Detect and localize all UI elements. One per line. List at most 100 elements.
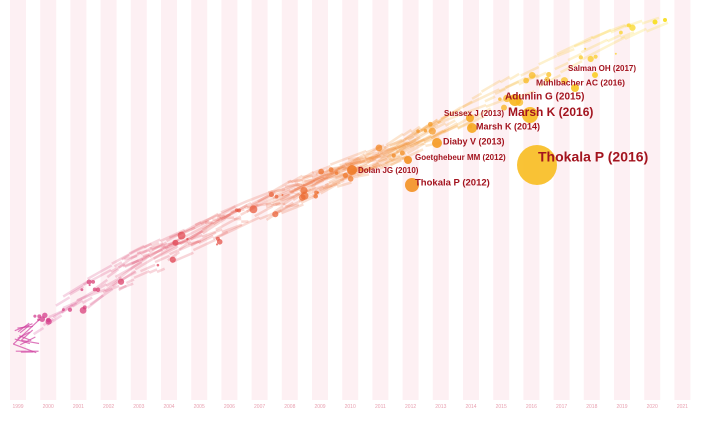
link (409, 142, 426, 148)
link (111, 269, 136, 288)
year-label: 2009 (314, 404, 325, 410)
link (282, 198, 292, 206)
link (135, 238, 161, 252)
link (436, 113, 449, 124)
year-stripe (463, 0, 479, 400)
node (79, 306, 87, 314)
link (574, 35, 594, 47)
node (587, 55, 594, 63)
link (156, 267, 166, 274)
link (21, 329, 34, 341)
link (124, 254, 138, 261)
link (290, 174, 304, 184)
node (92, 287, 97, 292)
link (554, 61, 569, 71)
year-label: 1999 (12, 404, 23, 410)
link (122, 257, 144, 268)
link (214, 226, 238, 240)
link (379, 159, 402, 170)
link (440, 122, 458, 134)
link (339, 161, 354, 167)
key-node (347, 165, 357, 175)
link (319, 172, 328, 178)
link (254, 205, 274, 218)
link (473, 107, 492, 120)
link (335, 159, 360, 173)
link (380, 141, 408, 159)
link (329, 156, 349, 166)
node (314, 190, 319, 195)
link (314, 173, 327, 181)
node (88, 284, 91, 287)
link (201, 215, 228, 231)
link (417, 124, 429, 134)
node (117, 278, 125, 285)
node-label: Diaby V (2013) (443, 136, 505, 146)
link (134, 254, 159, 271)
link (352, 157, 367, 163)
link (383, 138, 403, 150)
link (142, 248, 164, 258)
link (365, 155, 374, 161)
link (149, 244, 163, 250)
node (172, 239, 179, 246)
link (389, 132, 415, 150)
year-label: 2006 (224, 404, 235, 410)
node (91, 280, 96, 284)
key-node (592, 72, 598, 78)
year-label: 2001 (73, 404, 84, 410)
link (236, 216, 260, 230)
link (556, 44, 576, 56)
year-label: 2004 (163, 404, 174, 410)
link (169, 246, 185, 256)
link (310, 174, 330, 189)
link (136, 249, 151, 255)
node (37, 318, 40, 322)
link (106, 268, 120, 279)
link (162, 240, 183, 250)
link (362, 162, 380, 173)
key-node (509, 94, 521, 106)
node (33, 314, 37, 318)
link (117, 258, 131, 269)
link (290, 192, 300, 201)
link (371, 157, 388, 168)
link (535, 71, 547, 79)
link (304, 178, 313, 183)
link (394, 141, 411, 150)
link (360, 163, 383, 174)
node (416, 129, 420, 133)
link (148, 268, 158, 274)
node (528, 71, 536, 79)
node-label: Marsh K (2014) (476, 121, 540, 131)
node (652, 19, 658, 25)
link (178, 240, 192, 251)
link (280, 203, 304, 215)
link (556, 47, 575, 58)
node (177, 231, 186, 240)
link (435, 121, 447, 130)
link (409, 138, 425, 146)
link (136, 244, 145, 251)
link (198, 234, 214, 245)
link (479, 88, 500, 100)
link (484, 95, 496, 103)
link (344, 159, 353, 166)
year-label: 2016 (526, 404, 537, 410)
link (139, 263, 156, 273)
link (293, 182, 317, 191)
node-label: Sussex J (2013) (444, 109, 504, 118)
year-stripe (432, 0, 449, 400)
link (308, 185, 324, 192)
link (118, 282, 134, 290)
link (440, 108, 461, 120)
key-node (466, 114, 474, 122)
year-label: 2005 (194, 404, 205, 410)
link (371, 146, 397, 161)
link (404, 135, 432, 150)
link (318, 174, 336, 181)
year-label: 2000 (43, 404, 54, 410)
node (375, 144, 383, 152)
year-stripe (583, 0, 600, 400)
year-label: 2010 (345, 404, 356, 410)
